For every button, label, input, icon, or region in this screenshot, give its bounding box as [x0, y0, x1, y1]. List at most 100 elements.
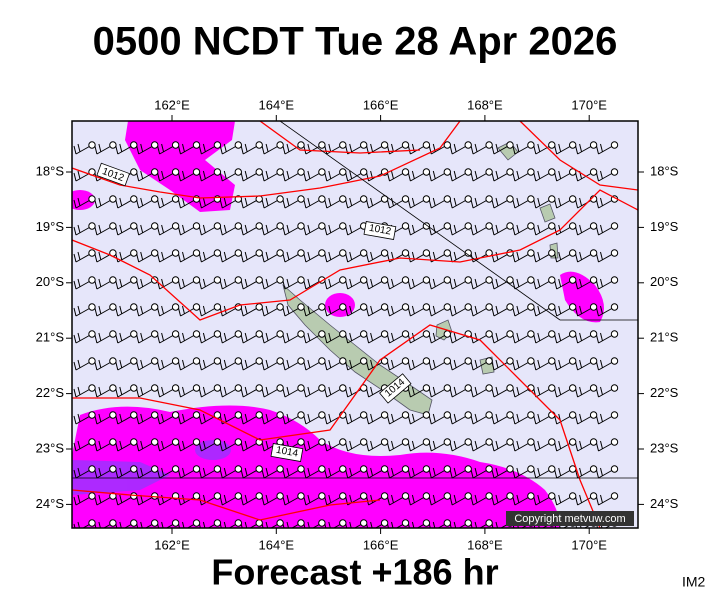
- station: [88, 276, 96, 284]
- station: [443, 249, 451, 257]
- station: [548, 141, 556, 149]
- station: [422, 195, 431, 203]
- station: [213, 438, 222, 446]
- station: [464, 141, 472, 149]
- station: [171, 303, 180, 311]
- station: [234, 384, 243, 392]
- station: [443, 195, 451, 203]
- station: [548, 492, 556, 500]
- latitude-label: 23°S: [36, 440, 65, 455]
- station: [464, 195, 472, 203]
- station: [527, 168, 535, 176]
- station: [485, 330, 493, 338]
- latitude-label: 23°S: [650, 440, 679, 455]
- station: [109, 357, 117, 365]
- station: [171, 384, 180, 392]
- station: [192, 276, 201, 284]
- station: [276, 519, 284, 527]
- station: [506, 384, 514, 392]
- station: [192, 438, 201, 446]
- station: [255, 222, 263, 230]
- station: [234, 492, 243, 500]
- station: [589, 330, 598, 338]
- station: [88, 492, 96, 500]
- station: [171, 357, 180, 365]
- station: [360, 141, 368, 149]
- station: [255, 411, 263, 419]
- station: [255, 384, 263, 392]
- isobar-label: 1012: [368, 223, 392, 238]
- station: [297, 411, 305, 419]
- station: [548, 276, 556, 284]
- station: [318, 141, 326, 149]
- station: [276, 168, 284, 176]
- station: [589, 492, 598, 500]
- station: [589, 357, 598, 365]
- station: [151, 438, 159, 446]
- station: [380, 438, 389, 446]
- station: [109, 195, 117, 203]
- station: [569, 222, 577, 230]
- station: [192, 519, 201, 527]
- station: [171, 276, 180, 284]
- station: [171, 195, 180, 203]
- latitude-label: 21°S: [650, 330, 679, 345]
- station: [380, 141, 389, 149]
- station: [401, 519, 410, 527]
- station: [380, 276, 389, 284]
- station: [569, 141, 577, 149]
- station: [485, 384, 493, 392]
- station: [548, 330, 556, 338]
- station: [485, 303, 493, 311]
- station: [443, 330, 451, 338]
- station: [360, 411, 368, 419]
- station: [88, 195, 96, 203]
- station: [422, 492, 431, 500]
- station: [213, 141, 222, 149]
- station: [569, 492, 577, 500]
- station: [109, 519, 117, 527]
- station: [339, 330, 347, 338]
- station: [464, 411, 472, 419]
- station: [569, 330, 577, 338]
- station: [192, 465, 201, 473]
- station: [589, 168, 598, 176]
- station: [360, 276, 368, 284]
- station: [422, 519, 431, 527]
- station: [255, 519, 263, 527]
- copyright-box: [506, 511, 634, 526]
- station: [318, 222, 326, 230]
- station: [151, 303, 159, 311]
- station: [234, 519, 243, 527]
- title: 0500 NCDT Tue 28 Apr 2026: [93, 20, 618, 64]
- station: [213, 168, 222, 176]
- station: [610, 492, 619, 500]
- station: [506, 303, 514, 311]
- station: [171, 519, 180, 527]
- station: [255, 303, 263, 311]
- station: [569, 411, 577, 419]
- station: [464, 249, 472, 257]
- station: [339, 222, 347, 230]
- station: [192, 249, 201, 257]
- station: [569, 249, 577, 257]
- station: [255, 492, 263, 500]
- station: [109, 384, 117, 392]
- station: [192, 168, 201, 176]
- longitude-label: 162°E: [154, 537, 190, 552]
- isobars: [72, 121, 638, 528]
- station: [171, 465, 180, 473]
- station: [151, 195, 159, 203]
- station: [109, 492, 117, 500]
- station: [234, 330, 243, 338]
- station: [318, 195, 326, 203]
- station: [213, 222, 222, 230]
- longitude-label: 164°E: [259, 537, 295, 552]
- station: [234, 276, 243, 284]
- latitude-label: 22°S: [36, 385, 65, 400]
- station: [443, 519, 451, 527]
- station: [589, 141, 598, 149]
- latitude-label: 19°S: [36, 219, 65, 234]
- station: [171, 222, 180, 230]
- station: [422, 276, 431, 284]
